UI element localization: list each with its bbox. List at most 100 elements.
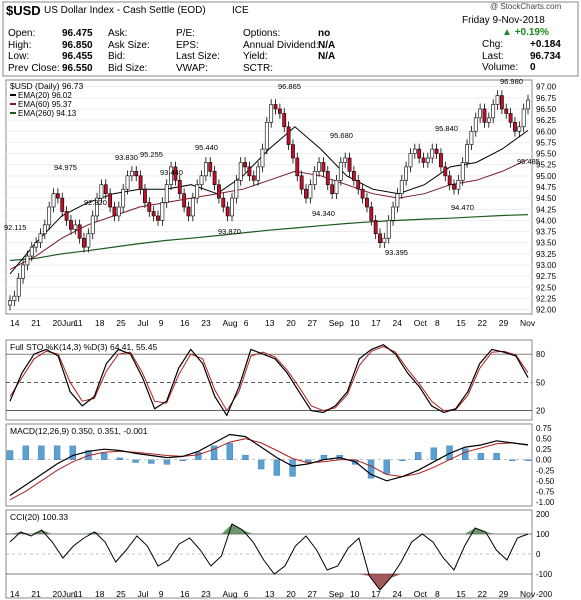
x-tick-label: 9 [159,318,164,328]
x-tick-label-bottom: 29 [499,589,509,599]
sto-y-tick-label: 20 [536,407,545,416]
candle-body [199,175,204,186]
quote-label: Chg: [482,39,504,50]
sto-d-line [9,346,529,412]
exchange: ICE [232,5,249,16]
candle-body [164,184,169,203]
macd-histogram-bar [524,459,532,461]
macd-histogram-bar [100,453,108,460]
price-annotation: 93.870 [218,227,241,236]
y-tick-label: 92.25 [536,294,557,303]
y-tick-label: 93.75 [536,228,557,237]
up-arrow-icon: ▲ [502,27,512,38]
x-tick-label: Aug [223,318,238,328]
candle-body [73,224,78,230]
x-tick-label-bottom: 20Jun [53,589,76,599]
candle-body [478,108,483,119]
macd-y-tick-label: 0.25 [536,445,552,454]
x-tick-label: 15 [456,318,466,328]
macd-signal-line [9,438,529,501]
x-tick-label: 25 [116,318,126,328]
ema260-line [9,214,529,262]
y-tick-label: 97.00 [536,83,557,92]
candle-body [412,148,417,154]
candle-body [55,193,60,199]
candle-body [469,130,474,145]
x-tick-label-bottom: 14 [10,589,20,599]
price-annotation: 95.840 [435,124,458,133]
x-tick-label: Oct [414,318,428,328]
macd-y-tick-label: -0.75 [536,487,555,496]
price-annotation: 95.680 [330,131,353,140]
candle-body [325,171,330,186]
candle-body [321,162,326,172]
candle-body [147,202,152,212]
x-tick-label: 13 [265,318,275,328]
candle-body [95,197,99,217]
x-tick-label-bottom: 23 [201,589,211,599]
candle-body [425,157,430,163]
x-tick-label: Nov [520,318,536,328]
candle-body [112,206,117,217]
candle-body [90,215,95,235]
price-annotation: 92.820 [84,198,107,207]
quote-value: N/A [318,39,336,51]
candle-body [256,166,261,181]
legend-entry: EMA(60) 95.37 [18,100,72,109]
cci-oversold-fill [358,574,370,576]
y-tick-label: 96.25 [536,116,557,125]
candle-body [286,126,291,145]
macd-histogram-bar [69,445,76,460]
price-annotation: 94.470 [451,203,474,212]
quote-value: 0 [530,62,536,73]
macd-y-tick-label: 0.75 [536,424,552,433]
candle-body [151,211,156,217]
x-tick-label-bottom: 17 [371,589,381,599]
candle-body [38,233,43,243]
candle-body [347,157,352,172]
macd-panel-title: MACD(12,26,9) 0.350, 0.351, -0.001 [10,426,148,436]
y-tick-label: 93.50 [536,239,557,248]
candle-body [108,193,113,208]
candle-body [243,162,247,168]
candle-body [386,220,391,239]
candle-body [29,246,34,257]
candle-body [526,99,530,110]
x-tick-label: 27 [308,318,318,328]
candle-body [47,206,52,226]
sto-y-tick-label: 50 [536,378,545,387]
candle-body [382,237,387,243]
macd-histogram-bar [6,450,14,460]
candle-body [234,179,239,199]
cci-oversold-fill [380,574,391,590]
candle-body [160,202,165,221]
y-tick-label: 93.25 [536,250,557,259]
macd-histogram-bar [22,445,29,460]
x-tick-label: 20Jun [53,318,76,328]
candle-body [491,104,496,119]
x-tick-label-bottom: 8 [435,589,440,599]
quote-header: $USD US Dollar Index - Cash Settle (EOD)… [0,0,581,78]
candle-body [208,162,213,172]
price-annotation: 94.340 [312,209,335,218]
candle-body [21,264,25,279]
quote-value: 96.850 [62,39,93,51]
candle-body [190,197,195,217]
candle-body [186,206,191,217]
candle-body [103,184,108,194]
x-tick-label: 23 [201,318,211,328]
macd-histogram-bar [462,448,469,460]
cci-overbought-fill [10,532,21,534]
x-tick-label-bottom: 11 [74,589,83,599]
candle-body [517,126,522,132]
candle-body [195,184,200,199]
sto-panel-frame [5,339,533,421]
candle-body [64,211,69,221]
quote-label: Volume: [482,62,519,73]
candle-body [269,104,274,123]
candle-body [25,255,30,266]
candle-body [499,95,504,110]
header-frame [2,1,579,77]
cci-overbought-fill [485,532,497,534]
candle-body [121,188,126,208]
